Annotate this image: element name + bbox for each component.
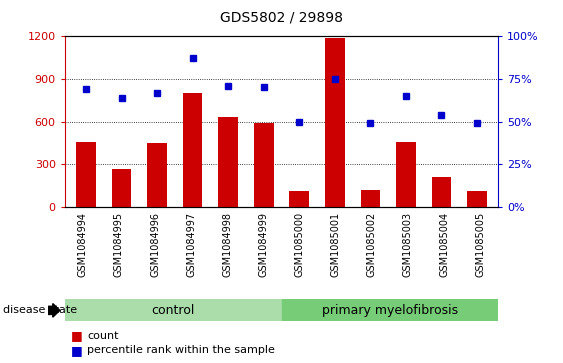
Text: count: count bbox=[87, 331, 119, 341]
Text: GSM1084999: GSM1084999 bbox=[258, 212, 269, 277]
Text: GSM1084998: GSM1084998 bbox=[222, 212, 233, 277]
Bar bbox=[325, 38, 345, 207]
Text: GSM1085000: GSM1085000 bbox=[294, 212, 305, 277]
Text: GSM1084994: GSM1084994 bbox=[78, 212, 88, 277]
Text: GSM1084996: GSM1084996 bbox=[150, 212, 160, 277]
Bar bbox=[254, 123, 274, 207]
Text: GSM1084995: GSM1084995 bbox=[114, 212, 124, 277]
Bar bbox=[148, 143, 167, 207]
Bar bbox=[65, 299, 282, 321]
Text: GSM1085005: GSM1085005 bbox=[475, 212, 485, 277]
Text: control: control bbox=[151, 304, 195, 317]
Text: ■: ■ bbox=[70, 329, 82, 342]
Text: primary myelofibrosis: primary myelofibrosis bbox=[322, 304, 458, 317]
Bar bbox=[218, 117, 238, 207]
Text: GSM1085002: GSM1085002 bbox=[367, 212, 377, 277]
Text: disease state: disease state bbox=[3, 305, 77, 315]
Text: GSM1085001: GSM1085001 bbox=[330, 212, 341, 277]
Bar bbox=[289, 191, 309, 207]
Text: GSM1084997: GSM1084997 bbox=[186, 212, 196, 277]
Text: percentile rank within the sample: percentile rank within the sample bbox=[87, 345, 275, 355]
Bar bbox=[360, 190, 380, 207]
Bar bbox=[432, 177, 451, 207]
Bar bbox=[77, 142, 96, 207]
Bar bbox=[396, 142, 415, 207]
Bar bbox=[112, 168, 131, 207]
Text: ■: ■ bbox=[70, 344, 82, 357]
Bar bbox=[183, 93, 203, 207]
Bar bbox=[282, 299, 498, 321]
Text: GSM1085004: GSM1085004 bbox=[439, 212, 449, 277]
Text: GSM1085003: GSM1085003 bbox=[403, 212, 413, 277]
Text: GDS5802 / 29898: GDS5802 / 29898 bbox=[220, 11, 343, 25]
Bar bbox=[467, 191, 486, 207]
FancyArrow shape bbox=[48, 303, 60, 317]
